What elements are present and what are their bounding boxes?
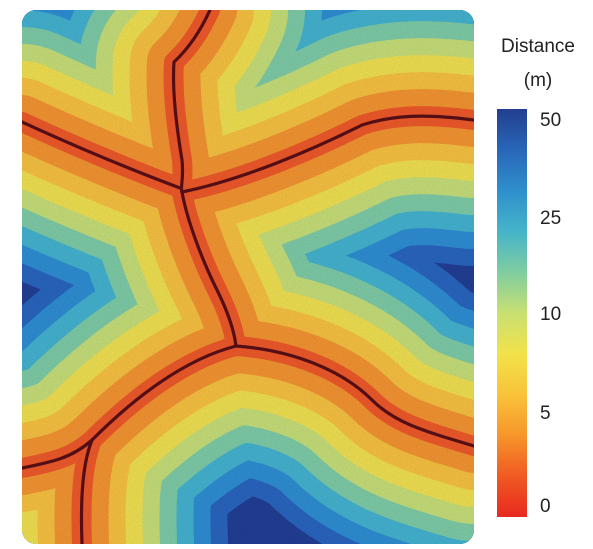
legend-tick-25: 25 <box>540 208 562 229</box>
legend-title-unit: (m) <box>523 70 553 91</box>
legend-tick-5: 5 <box>540 403 551 424</box>
distance-map-svg <box>22 10 474 544</box>
distance-map <box>22 10 474 544</box>
legend-tick-0: 0 <box>540 496 551 517</box>
legend-title-line1: Distance <box>501 36 575 57</box>
map-texture <box>22 10 474 544</box>
legend-tick-50: 50 <box>540 110 562 131</box>
legend-title: Distance (m) <box>488 30 588 98</box>
colorbar-gradient <box>497 109 527 517</box>
legend-tick-10: 10 <box>540 304 562 325</box>
colorbar <box>497 109 527 517</box>
